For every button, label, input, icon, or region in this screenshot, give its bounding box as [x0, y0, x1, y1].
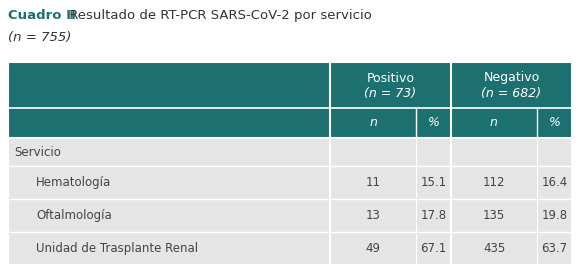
Text: (n = 73): (n = 73): [364, 87, 416, 101]
Bar: [8, 62, 572, 265]
Text: 19.8: 19.8: [542, 209, 568, 222]
Text: n: n: [490, 116, 498, 129]
Bar: [8, 199, 572, 232]
Bar: [8, 232, 572, 265]
Text: Resultado de RT-PCR SARS-CoV-2 por servicio: Resultado de RT-PCR SARS-CoV-2 por servi…: [65, 9, 372, 22]
Text: Negativo: Negativo: [483, 71, 539, 85]
Text: Oftalmología: Oftalmología: [36, 209, 112, 222]
Text: %: %: [427, 116, 440, 129]
Text: 15.1: 15.1: [420, 176, 447, 189]
Text: 11: 11: [365, 176, 380, 189]
Text: 135: 135: [483, 209, 505, 222]
Text: 63.7: 63.7: [542, 242, 568, 255]
Text: 13: 13: [365, 209, 380, 222]
Bar: [8, 108, 572, 138]
Text: 67.1: 67.1: [420, 242, 447, 255]
Text: Hematología: Hematología: [36, 176, 111, 189]
Text: 16.4: 16.4: [541, 176, 568, 189]
Text: (n = 682): (n = 682): [481, 87, 542, 101]
Text: 49: 49: [365, 242, 380, 255]
Bar: [8, 62, 572, 108]
Text: 17.8: 17.8: [420, 209, 447, 222]
Text: (n = 755): (n = 755): [8, 31, 71, 44]
Text: n: n: [369, 116, 377, 129]
Text: Cuadro II: Cuadro II: [8, 9, 76, 22]
Text: 435: 435: [483, 242, 505, 255]
Text: %: %: [549, 116, 560, 129]
Text: Positivo: Positivo: [367, 71, 415, 85]
Text: Unidad de Trasplante Renal: Unidad de Trasplante Renal: [36, 242, 198, 255]
Text: 112: 112: [483, 176, 505, 189]
Bar: [8, 138, 572, 166]
Text: Servicio: Servicio: [14, 146, 61, 158]
Bar: [8, 166, 572, 199]
